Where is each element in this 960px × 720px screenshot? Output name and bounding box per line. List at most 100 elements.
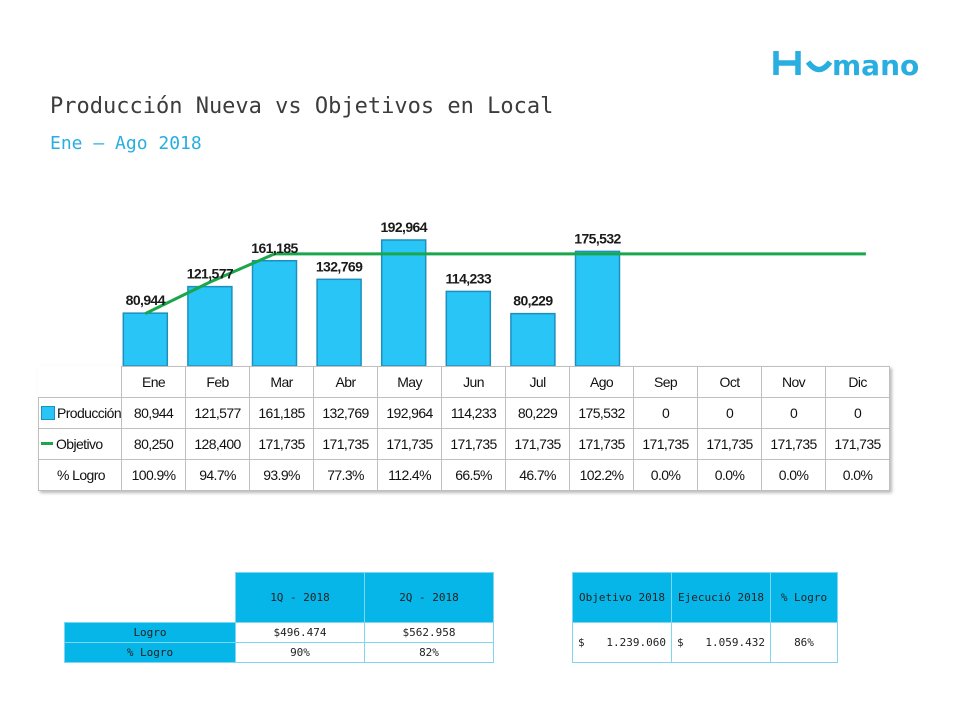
table-cell: 0.0%: [825, 459, 891, 491]
table-cell: 0: [697, 397, 763, 429]
logo-text: mano: [832, 49, 919, 80]
table-cell: 171,735: [313, 428, 379, 460]
quarter-table: 1Q - 2018 2Q - 2018 Logro $496.474 $562.…: [64, 572, 494, 663]
page-subtitle: Ene – Ago 2018: [50, 133, 202, 154]
execution-value: $1.059.432: [671, 622, 771, 663]
table-cell: 132,769: [313, 397, 379, 429]
table-cell: 0.0%: [633, 459, 699, 491]
table-row: % Logro 100.9% 94.7% 93.9% 77.3% 112.4% …: [37, 459, 891, 491]
objective-header: Objetivo 2018: [572, 572, 672, 623]
table-cell: 93.9%: [249, 459, 315, 491]
execution-header: Ejecució 2018: [671, 572, 771, 623]
table-cell: 171,735: [825, 428, 891, 460]
month-header: Dic: [825, 366, 891, 398]
table-cell: 0.0%: [761, 459, 827, 491]
table-row: Objetivo 80,250 128,400 171,735 171,735 …: [37, 428, 891, 460]
humano-logo: mano: [773, 49, 919, 80]
table-cell: 112.4%: [377, 459, 443, 491]
bar: [316, 278, 362, 367]
series-name: Objetivo: [56, 436, 103, 452]
currency-symbol: $: [677, 636, 684, 649]
table-cell: 175,532: [569, 397, 635, 429]
month-header: Abr: [313, 366, 379, 398]
table-cell: 80,250: [121, 428, 187, 460]
table-row: Ene Feb Mar Abr May Jun Jul Ago Sep Oct …: [39, 366, 891, 398]
bar-data-label: 121,577: [187, 266, 234, 282]
table-cell: 171,735: [249, 428, 315, 460]
logro-header: % Logro: [770, 572, 838, 623]
table-row: Logro $496.474 $562.958: [64, 622, 494, 643]
table-cell: $562.958: [364, 622, 494, 643]
table-row: $1.239.060 $1.059.432 86%: [572, 622, 838, 663]
table-cell: $496.474: [235, 622, 365, 643]
bar-data-label: 161,185: [251, 240, 298, 256]
page-title: Producción Nueva vs Objetivos en Local: [50, 94, 554, 119]
row-label-produccion: Producción: [37, 397, 123, 429]
quarter-header: 2Q - 2018: [364, 572, 494, 623]
logro-value: 86%: [770, 622, 838, 663]
objective-table: Objetivo 2018 Ejecució 2018 % Logro $1.2…: [572, 572, 838, 663]
amount: 1.059.432: [705, 636, 765, 649]
chart-data-table: Ene Feb Mar Abr May Jun Jul Ago Sep Oct …: [37, 366, 891, 491]
bar-data-label: 80,229: [513, 293, 553, 309]
table-cell: 0: [761, 397, 827, 429]
table-cell: 114,233: [441, 397, 507, 429]
month-header: Nov: [761, 366, 827, 398]
table-cell: 80,229: [505, 397, 571, 429]
table-row: Producción 80,944 121,577 161,185 132,76…: [37, 397, 891, 429]
table-cell: 77.3%: [313, 459, 379, 491]
bar: [380, 239, 427, 367]
bar-data-label: 114,233: [445, 270, 491, 286]
table-cell: 171,735: [569, 428, 635, 460]
bar: [574, 250, 621, 367]
month-header: Jun: [441, 366, 507, 398]
bar-data-label: 80,944: [126, 292, 166, 308]
row-label-objetivo: Objetivo: [37, 428, 123, 460]
table-cell: 121,577: [185, 397, 251, 429]
bar-data-label: 175,532: [574, 230, 621, 246]
table-cell: 171,735: [377, 428, 443, 460]
table-corner: [65, 573, 236, 623]
month-header: Mar: [249, 366, 315, 398]
amount: 1.239.060: [606, 636, 666, 649]
table-cell: 171,735: [761, 428, 827, 460]
month-header: Ene: [121, 366, 187, 398]
month-header: Feb: [185, 366, 251, 398]
currency-symbol: $: [578, 636, 585, 649]
series-name: % Logro: [57, 467, 106, 483]
table-cell: 82%: [364, 642, 494, 663]
table-cell: 192,964: [377, 397, 443, 429]
month-header: Sep: [633, 366, 699, 398]
bar: [445, 290, 492, 367]
table-cell: 94.7%: [185, 459, 251, 491]
quarter-header: 1Q - 2018: [235, 572, 365, 623]
month-header: May: [377, 366, 443, 398]
table-cell: 90%: [235, 642, 365, 663]
table-cell: 0.0%: [697, 459, 763, 491]
objective-value: $1.239.060: [572, 622, 672, 663]
table-cell: 128,400: [185, 428, 251, 460]
bar-data-label: 192,964: [380, 219, 427, 235]
bar: [187, 285, 233, 367]
series-name: Producción: [57, 405, 122, 421]
table-cell: 171,735: [505, 428, 571, 460]
table-cell: 171,735: [697, 428, 763, 460]
table-cell: 171,735: [441, 428, 507, 460]
table-cell: 0: [633, 397, 699, 429]
table-cell: 171,735: [633, 428, 699, 460]
row-label-logro: % Logro: [37, 459, 123, 491]
row-label: Logro: [64, 622, 236, 643]
table-cell: 161,185: [249, 397, 315, 429]
table-cell: 0: [825, 397, 891, 429]
table-row: Objetivo 2018 Ejecució 2018 % Logro: [572, 572, 838, 623]
table-cell: 100.9%: [121, 459, 187, 491]
objective-line: [144, 252, 866, 315]
table-cell: 80,944: [121, 397, 187, 429]
bar: [122, 312, 169, 367]
bar: [510, 312, 556, 367]
table-corner: [39, 367, 122, 398]
month-header: Ago: [569, 366, 635, 398]
bar: [251, 260, 298, 367]
line-legend-swatch: [41, 442, 53, 445]
